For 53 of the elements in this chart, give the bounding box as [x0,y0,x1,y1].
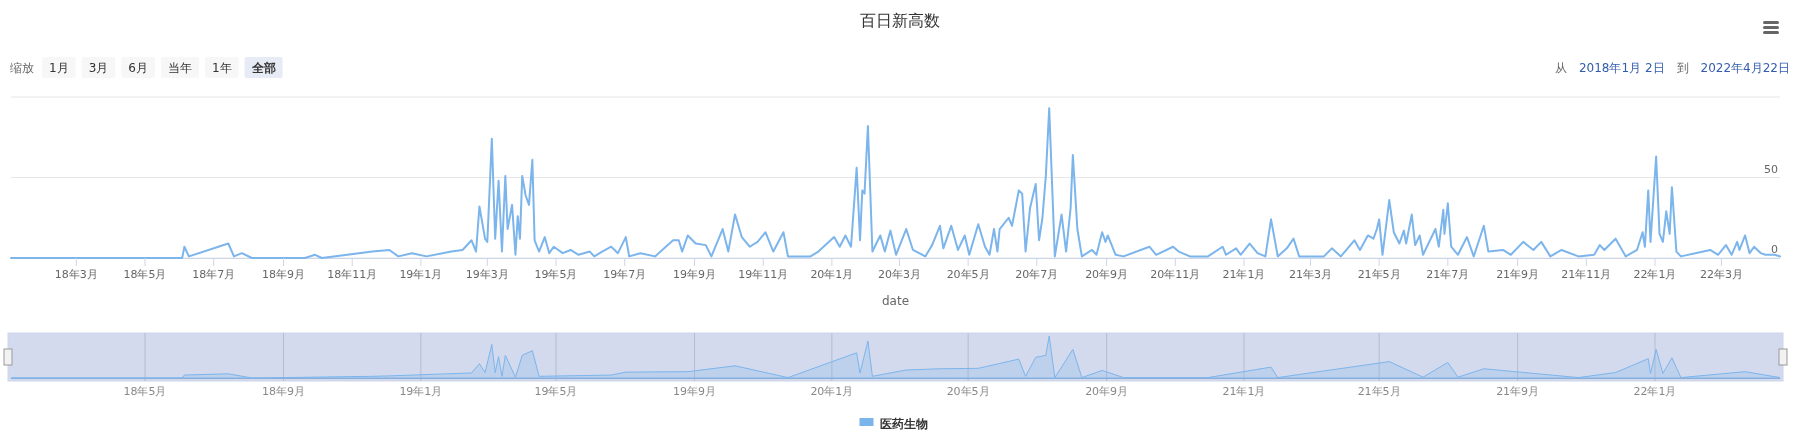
text: 到 [1676,61,1689,75]
x-tick-label: 21年1月 [1222,268,1266,281]
text: 6月 [128,61,148,75]
text: 1月 [49,61,69,75]
x-axis-title: date [881,294,910,308]
x-tick-label: 19年9月 [673,268,716,281]
x-tick-label: 19年5月 [534,385,578,398]
x-tick-label: 22年3月 [1699,268,1743,281]
text: 全部 [250,61,276,75]
x-tick-label: 21年3月 [1288,268,1332,281]
x-tick-label: 22年1月 [1633,385,1677,398]
x-tick-label: 22年1月 [1633,268,1677,281]
x-tick-label: 19年1月 [399,385,443,398]
x-tick-label: 20年11月 [1150,268,1201,281]
legend-label: 医药生物 [879,417,928,431]
x-tick-label: 20年1月 [810,385,854,398]
x-tick-label: 18年11月 [327,268,378,281]
x-tick-label: 19年9月 [673,385,716,398]
text: 1年 [211,61,232,75]
x-tick-label: 18年9月 [262,268,305,281]
x-tick-label: 19年11月 [738,268,789,281]
y-tick-label: 0 [1771,243,1778,256]
x-tick-label: 20年3月 [877,268,921,281]
text: 2018年1月 2日 [1578,61,1665,75]
x-tick-label: 20年7月 [1015,268,1059,281]
chart-title: 百日新高数 [859,11,940,30]
x-tick-label: 21年11月 [1561,268,1612,281]
text: 缩放 [10,61,34,75]
text: 3月 [88,61,109,75]
x-tick-label: 20年1月 [810,268,854,281]
x-tick-label: 21年7月 [1426,268,1470,281]
y-tick-label: 50 [1764,162,1778,176]
x-tick-label: 21年9月 [1496,268,1540,281]
x-tick-label: 21年9月 [1496,385,1540,398]
x-tick-label: 20年5月 [946,268,990,281]
x-tick-label: 18年3月 [54,268,98,281]
x-tick-label: 20年9月 [1085,268,1129,281]
x-tick-label: 21年5月 [1357,385,1401,398]
x-tick-label: 21年1月 [1222,385,1266,398]
x-tick-label: 19年3月 [465,268,509,281]
x-tick-label: 19年7月 [603,268,647,281]
x-tick-label: 20年9月 [1085,385,1129,398]
text: 2022年4月22日 [1700,61,1790,75]
text: 当年 [167,61,192,75]
x-tick-label: 20年5月 [946,385,990,398]
x-tick-label: 18年5月 [123,385,167,398]
x-tick-label: 21年5月 [1357,268,1401,281]
x-tick-label: 18年5月 [123,268,167,281]
x-tick-label: 19年5月 [534,268,578,281]
x-tick-label: 19年1月 [399,268,443,281]
text: 从 [1554,61,1567,75]
x-tick-label: 18年9月 [262,385,305,398]
x-tick-label: 18年7月 [192,268,236,281]
